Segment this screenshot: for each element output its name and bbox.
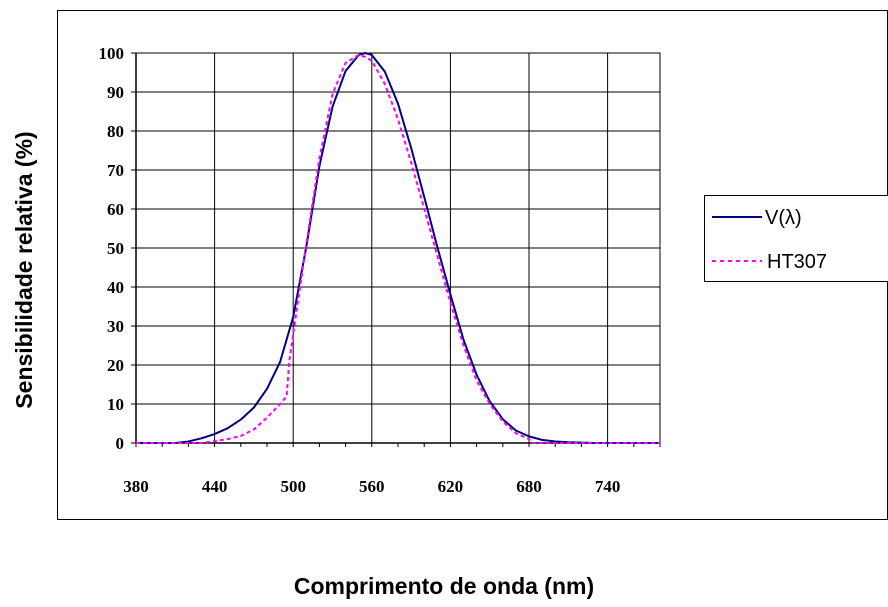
- y-tick-label: 20: [107, 356, 124, 375]
- x-tick-label: 380: [123, 477, 149, 496]
- series-layer: [136, 52, 660, 444]
- y-tick-label: 40: [107, 278, 124, 297]
- x-tick-label: 440: [202, 477, 228, 496]
- y-tick-label: 100: [99, 44, 125, 63]
- legend: V(λ) HT307: [704, 195, 888, 282]
- y-tick-label: 80: [107, 122, 124, 141]
- legend-box: [704, 195, 888, 282]
- x-tick-label: 740: [595, 477, 621, 496]
- y-tick-label: 90: [107, 83, 124, 102]
- x-tick-label: 500: [280, 477, 306, 496]
- series-line-ht307: [136, 53, 660, 444]
- x-tick-label: 680: [516, 477, 542, 496]
- x-tick-label: 620: [438, 477, 464, 496]
- y-tick-label: 0: [116, 434, 125, 453]
- x-tick-label: 560: [359, 477, 385, 496]
- y-tick-label: 70: [107, 161, 124, 180]
- y-tick-label: 10: [107, 395, 124, 414]
- y-tick-label: 50: [107, 239, 124, 258]
- x-tick-labels: 380 440 500 560 620 680 740: [123, 477, 620, 496]
- x-axis-title: Comprimento de onda (nm): [294, 573, 594, 599]
- y-axis-title: Sensibilidade relativa (%): [11, 131, 37, 408]
- y-tick-labels: 0 10 20 30 40 50 60 70 80 90 100: [99, 44, 125, 453]
- legend-label-v-lambda: V(λ): [765, 207, 802, 229]
- y-tick-label: 60: [107, 200, 124, 219]
- y-tick-label: 30: [107, 317, 124, 336]
- legend-label-ht307: HT307: [767, 251, 827, 273]
